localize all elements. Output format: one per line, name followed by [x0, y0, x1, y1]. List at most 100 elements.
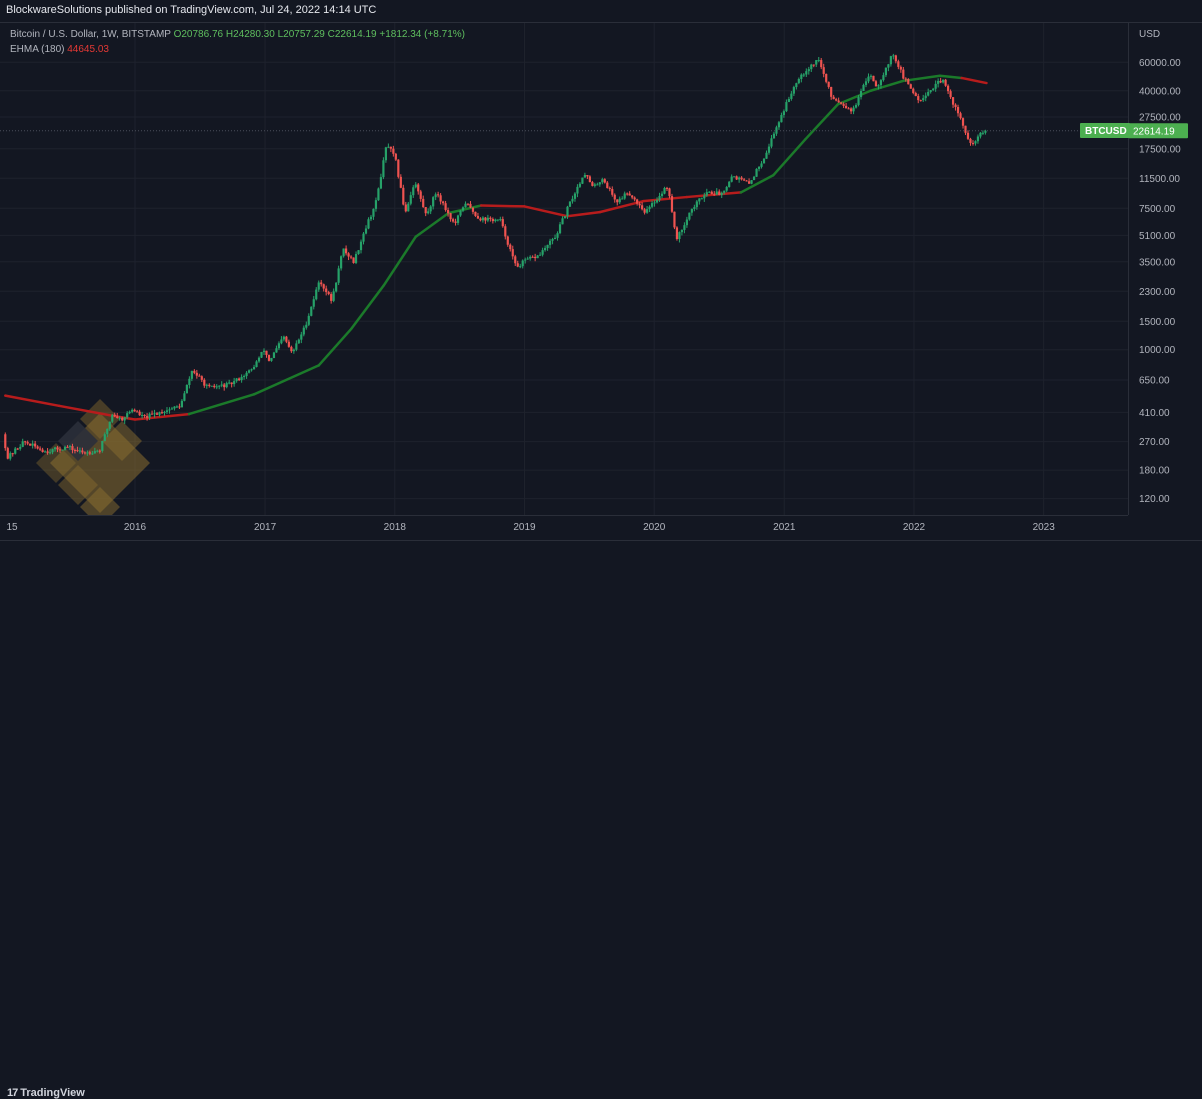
candle-body — [434, 194, 437, 198]
candle-body — [138, 411, 141, 416]
candle-body — [397, 159, 400, 177]
price-tick-label: 2300.00 — [1139, 287, 1176, 298]
candle-body — [790, 93, 793, 99]
candle-body — [787, 98, 790, 103]
candle-body — [519, 266, 522, 268]
candle-body — [909, 84, 912, 89]
candle-body — [476, 215, 480, 219]
candle-body — [857, 97, 860, 105]
price-tick-label: 3500.00 — [1139, 257, 1176, 268]
candle-body — [665, 187, 669, 189]
candle-body — [942, 79, 945, 83]
candle-body — [295, 343, 298, 350]
candle-body — [718, 191, 721, 195]
candle-body — [937, 80, 940, 84]
candle-body — [245, 372, 248, 377]
candle-body — [257, 357, 261, 362]
candle-body — [56, 447, 59, 450]
symbol-price-badge: BTCUSD — [1080, 123, 1130, 139]
candle-body — [4, 434, 7, 449]
last-price-badge-bg — [1128, 123, 1188, 139]
time-tick-label: 2017 — [254, 522, 277, 533]
candle-body — [631, 195, 634, 198]
candle-body — [516, 263, 519, 267]
candle-body — [26, 442, 29, 444]
candle-body — [877, 85, 880, 87]
candle-body — [680, 229, 684, 233]
candle-body — [454, 221, 457, 223]
candle-body — [782, 111, 786, 115]
candle-body — [539, 254, 542, 256]
candle-body — [369, 216, 373, 220]
price-tick-label: 17500.00 — [1139, 144, 1181, 155]
candle-body — [738, 177, 741, 180]
candle-body — [384, 147, 387, 161]
candle-body — [586, 175, 589, 177]
candle-body — [944, 79, 947, 86]
candle-body — [173, 406, 176, 409]
candle-body — [922, 98, 925, 101]
candle-body — [780, 114, 783, 123]
price-tick-label: 11500.00 — [1139, 174, 1180, 185]
time-axis[interactable]: 15 2016 2017 2018 2019 2020 2021 2022 2023 — [0, 515, 1128, 541]
candle-body — [929, 90, 932, 92]
candle-body — [325, 288, 328, 293]
price-axis[interactable]: USD 60000.00 40000.00 27500.00 17500.00 1150… — [1128, 23, 1202, 515]
candle-body — [106, 428, 109, 435]
candle-body — [198, 375, 201, 377]
grid — [0, 23, 1128, 515]
ehma-segment — [252, 364, 320, 396]
candle-body — [81, 450, 84, 453]
candle-body — [892, 55, 895, 57]
candle-body — [743, 179, 746, 181]
candle-body — [509, 244, 512, 250]
time-axis-labels: 15 2016 2017 2018 2019 2020 2021 2022 2023 — [6, 522, 1055, 533]
candle-body — [897, 61, 900, 67]
ehma-segment — [803, 103, 840, 141]
candle-body — [223, 384, 226, 388]
candle-body — [277, 343, 281, 349]
chart-pane[interactable] — [0, 23, 1128, 527]
candle-body — [927, 91, 930, 96]
ehma-segment — [960, 76, 988, 85]
candle-body — [9, 453, 12, 459]
candle-body — [402, 187, 405, 205]
watermark-diamond — [58, 421, 98, 461]
candle-body — [292, 349, 295, 352]
candle-body — [949, 91, 952, 98]
candle-body — [703, 195, 706, 199]
candle-body — [499, 219, 502, 221]
price-chart[interactable] — [0, 23, 1128, 527]
candle-body — [367, 219, 370, 229]
candle-body — [663, 187, 666, 194]
candle-body — [979, 132, 982, 137]
candle-body — [563, 216, 567, 219]
candle-body — [496, 219, 499, 221]
indicator-legend[interactable]: EHMA (180) 44645.03 — [10, 44, 109, 55]
candle-body — [404, 204, 407, 212]
candle-body — [208, 384, 211, 386]
candle-body — [66, 446, 69, 448]
candle-body — [342, 248, 345, 257]
candle-body — [899, 66, 902, 70]
candle-body — [904, 78, 907, 80]
legend-low: L20757.29 — [277, 29, 325, 40]
candle-body — [700, 198, 703, 200]
candle-body — [168, 409, 171, 411]
candle-body — [760, 163, 763, 167]
diamond-watermark-logo — [36, 399, 150, 527]
candle-body — [887, 64, 890, 68]
candle-body — [976, 136, 980, 142]
candle-body — [859, 90, 863, 98]
legend-change: +1812.34 (+8.71%) — [379, 29, 465, 40]
candle-body — [456, 215, 460, 223]
candle-body — [638, 203, 641, 206]
tradingview-logo[interactable]: 17 TradingView — [7, 1087, 85, 1099]
candle-body — [19, 446, 22, 449]
candle-body — [48, 452, 52, 454]
candle-body — [481, 217, 485, 221]
candle-body — [170, 408, 174, 410]
symbol-legend[interactable]: Bitcoin / U.S. Dollar, 1W, BITSTAMP O207… — [10, 29, 465, 40]
candle-body — [203, 379, 206, 386]
ehma-segment — [565, 210, 602, 218]
